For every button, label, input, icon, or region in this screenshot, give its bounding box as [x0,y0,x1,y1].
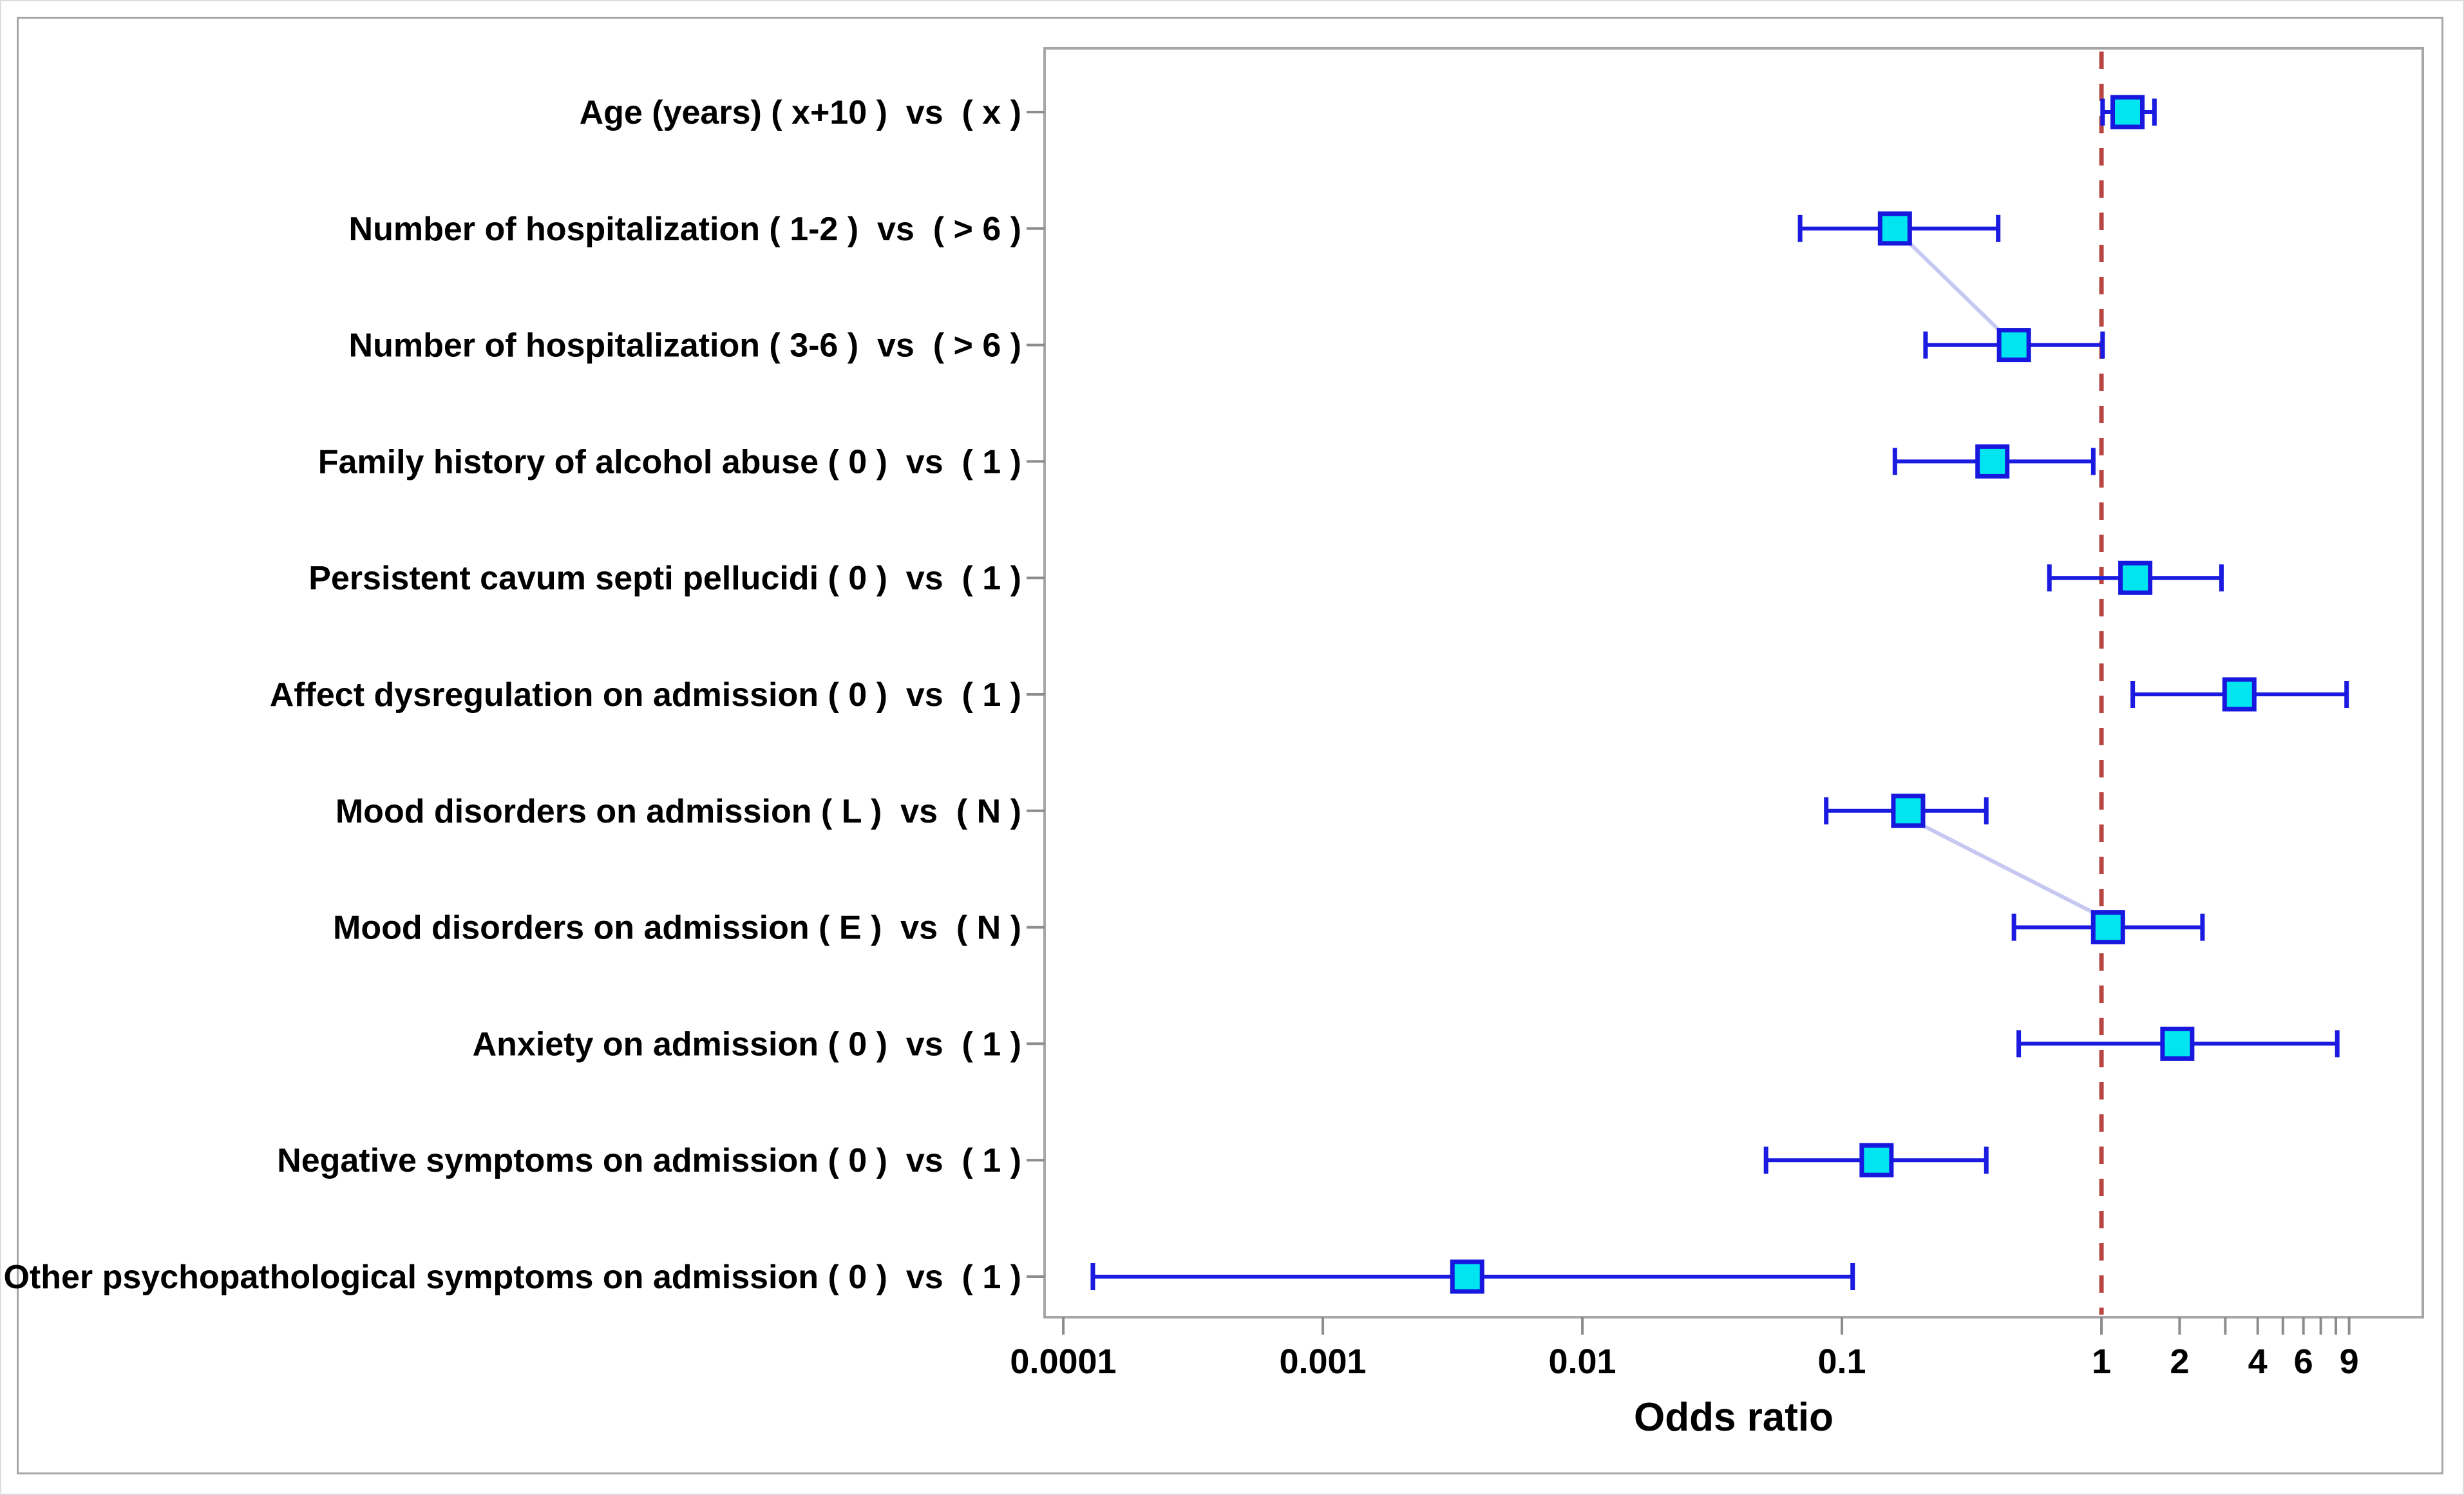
x-axis-tick-label: 6 [2294,1342,2313,1381]
forest-marker [2118,560,2153,595]
plot-area [1043,47,2424,1319]
forest-marker [2090,910,2125,945]
forest-marker [2110,95,2145,129]
forest-marker [1975,444,2010,479]
y-axis-category-label: Number of hospitalization ( 1-2 ) vs ( >… [349,211,1021,248]
connector-line [1922,824,2094,915]
x-axis-tick-label: 1 [2092,1342,2111,1381]
y-axis-category-label: Negative symptoms on admission ( 0 ) vs … [277,1142,1021,1179]
y-axis-category-label: Other psychopathological symptoms on adm… [3,1259,1021,1296]
x-axis-tick-label: 2 [2170,1342,2189,1381]
y-axis-category-label: Persistent cavum septi pellucidi ( 0 ) v… [308,560,1021,597]
x-axis-tick-label: 0.01 [1548,1342,1616,1381]
x-axis-title: Odds ratio [1633,1395,1834,1440]
x-axis-tick-label: 0.0001 [1010,1342,1116,1381]
x-axis-tick-label: 4 [2248,1342,2268,1381]
forest-marker [1996,328,2031,363]
y-axis-category-label: Family history of alcohol abuse ( 0 ) vs… [318,443,1021,481]
forest-marker [1859,1143,1894,1177]
forest-marker [2160,1026,2195,1061]
x-axis-tick-label: 0.1 [1818,1342,1866,1381]
y-axis-category-label: Mood disorders on admission ( L ) vs ( N… [336,793,1021,830]
y-axis-category-label: Anxiety on admission ( 0 ) vs ( 1 ) [473,1025,1021,1063]
forest-marker [2222,677,2257,712]
y-axis-category-label: Affect dysregulation on admission ( 0 ) … [270,676,1021,714]
forest-marker [1877,211,1912,246]
x-axis-tick-label: 0.001 [1279,1342,1366,1381]
y-axis-category-label: Number of hospitalization ( 3-6 ) vs ( >… [349,327,1021,365]
y-axis-category-label: Age (years) ( x+10 ) vs ( x ) [580,94,1021,131]
x-axis-tick-label: 9 [2340,1342,2359,1381]
forest-marker [1450,1259,1484,1294]
forest-marker [1891,794,1926,828]
connector-line [1908,242,2001,332]
y-axis-category-label: Mood disorders on admission ( E ) vs ( N… [333,909,1021,947]
